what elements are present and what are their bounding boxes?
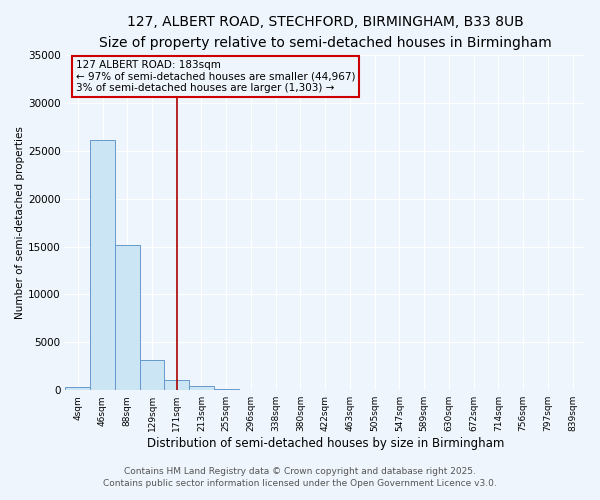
Bar	[189, 386, 214, 390]
Bar	[65, 386, 90, 390]
Bar	[115, 244, 140, 390]
Text: 127 ALBERT ROAD: 183sqm
← 97% of semi-detached houses are smaller (44,967)
3% of: 127 ALBERT ROAD: 183sqm ← 97% of semi-de…	[76, 60, 355, 93]
Text: Contains HM Land Registry data © Crown copyright and database right 2025.
Contai: Contains HM Land Registry data © Crown c…	[103, 466, 497, 487]
Bar	[90, 140, 115, 390]
Title: 127, ALBERT ROAD, STECHFORD, BIRMINGHAM, B33 8UB
Size of property relative to se: 127, ALBERT ROAD, STECHFORD, BIRMINGHAM,…	[99, 15, 551, 50]
Bar	[164, 380, 189, 390]
Bar	[214, 389, 239, 390]
X-axis label: Distribution of semi-detached houses by size in Birmingham: Distribution of semi-detached houses by …	[146, 437, 504, 450]
Bar	[140, 360, 164, 390]
Y-axis label: Number of semi-detached properties: Number of semi-detached properties	[15, 126, 25, 319]
